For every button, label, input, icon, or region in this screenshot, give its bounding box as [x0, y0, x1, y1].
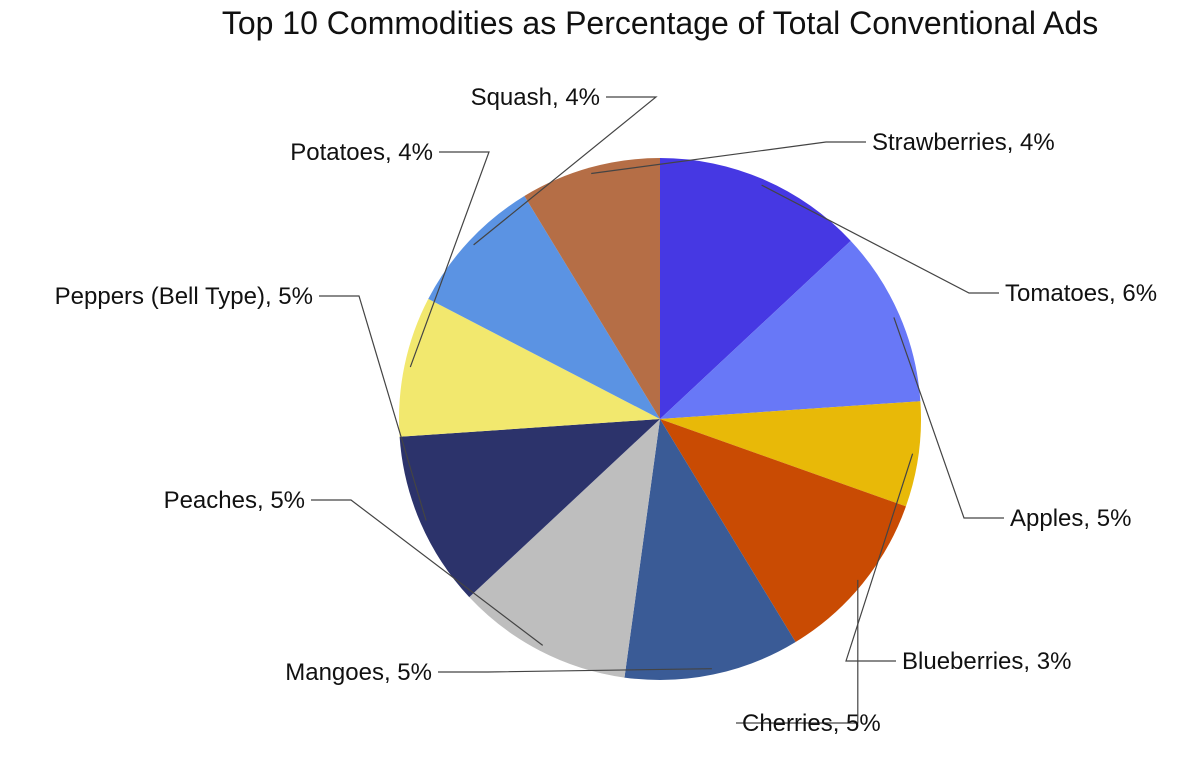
- pie-slice-cherries: [660, 419, 906, 642]
- pie-slice-peppers-bell-type: [399, 419, 660, 598]
- slice-labels: Tomatoes, 6% Apples, 5% Blueberries, 3% Che…: [55, 84, 1157, 737]
- leader-line-peaches: [311, 499, 544, 646]
- pie-slice-squash: [428, 196, 660, 419]
- pie-slice-blueberries: [660, 401, 921, 507]
- pie-slice-mangoes: [624, 419, 796, 680]
- leader-line-squash: [473, 96, 658, 246]
- slice-label-peaches: Peaches, 5%: [164, 487, 305, 514]
- pie-slice-peaches: [469, 419, 660, 678]
- leader-line-potatoes: [409, 151, 490, 368]
- pie-slices: [399, 158, 921, 680]
- pie-slice-apples: [660, 240, 921, 419]
- leader-line-peppers-bell-type: [319, 295, 427, 521]
- chart-title: Top 10 Commodities as Percentage of Tota…: [222, 5, 1098, 41]
- leader-line-strawberries: [591, 141, 866, 175]
- slice-label-mangoes: Mangoes, 5%: [285, 659, 432, 686]
- leader-line-apples: [893, 317, 1004, 519]
- leader-line-blueberries: [845, 453, 914, 662]
- slice-label-blueberries: Blueberries, 3%: [902, 648, 1071, 675]
- slice-label-apples: Apples, 5%: [1010, 505, 1131, 532]
- slice-label-potatoes: Potatoes, 4%: [290, 139, 433, 166]
- slice-label-peppers-bell-type: Peppers (Bell Type), 5%: [55, 283, 313, 310]
- slice-label-cherries: Cherries, 5%: [742, 710, 881, 737]
- slice-label-squash: Squash, 4%: [471, 84, 600, 111]
- leader-line-cherries: [736, 579, 859, 724]
- slice-label-tomatoes: Tomatoes, 6%: [1005, 280, 1157, 307]
- leader-line-mangoes: [438, 668, 712, 673]
- slice-label-strawberries: Strawberries, 4%: [872, 129, 1055, 156]
- pie-slice-potatoes: [399, 298, 660, 437]
- pie-slice-tomatoes: [660, 158, 851, 419]
- leader-line-tomatoes: [761, 184, 999, 294]
- pie-slice-strawberries: [524, 158, 660, 419]
- leader-lines: [311, 96, 1004, 724]
